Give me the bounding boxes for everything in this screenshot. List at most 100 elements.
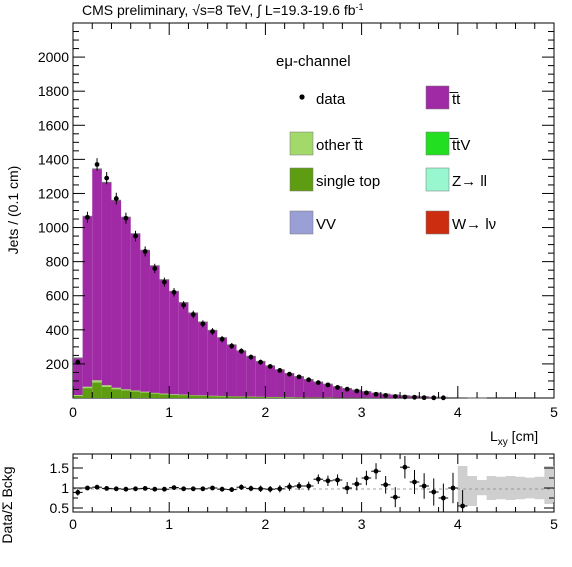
data-point-15 [220,337,225,342]
bar-0-4 [111,389,121,398]
bar-0-3 [102,387,112,398]
figure-title: CMS preliminary, √s=8 TeV, ∫ L=19.3-19.6… [82,2,364,18]
legend-label-data: data [316,91,346,108]
bar-2-3 [102,182,112,385]
ratio-x-tick-label-1: 1 [165,516,173,532]
data-point-18 [249,355,254,360]
ratio-point-37 [431,490,436,495]
bar-0-18 [246,397,256,398]
bar-1-0 [73,395,83,396]
main-y-axis-label: Jets / (0.1 cm) [5,166,21,255]
bar-1-3 [102,385,112,387]
y-tick-label-0: 200 [46,356,70,372]
legend-swatch-single_top [290,168,313,191]
ratio-point-0 [75,490,80,495]
bar-0-15 [217,396,227,398]
ratio-point-19 [258,486,263,491]
data-point-2 [95,162,100,167]
bar-0-2 [92,382,102,398]
ratio-point-10 [172,485,177,490]
bar-2-20 [265,366,275,397]
bar-0-22 [285,397,295,398]
bar-0-10 [169,395,179,398]
bar-2-6 [131,234,141,391]
data-point-38 [441,395,446,400]
ratio-x-tick-label-5: 5 [550,516,558,532]
data-point-1 [85,215,90,220]
data-point-26 [326,382,331,387]
legend-label-ttbar: t̅t [449,91,461,108]
ratio-y-tick-label-1: 1 [61,480,69,496]
bar-0-0 [73,396,83,398]
bar-2-12 [188,313,198,395]
bar-0-14 [208,396,218,398]
legend-label-single_top: single top [316,173,380,190]
bar-2-21 [275,370,285,397]
data-point-16 [229,344,234,349]
bar-0-9 [160,394,170,398]
bar-2-15 [217,338,227,396]
data-point-9 [162,280,167,285]
data-point-31 [374,392,379,397]
bar-2-23 [294,377,304,398]
ratio-point-24 [306,484,311,489]
ratio-point-40 [460,504,465,509]
bar-1-7 [140,392,150,393]
ratio-point-39 [451,486,456,491]
x-tick-label-2: 2 [262,404,270,420]
ratio-x-tick-label-3: 3 [358,516,366,532]
bar-1-1 [83,387,93,388]
data-point-36 [422,395,427,400]
bar-2-7 [140,250,150,391]
legend-swatch-wlv [426,211,449,234]
legend-swatch-other_tt [290,132,313,155]
ratio-point-4 [114,486,119,491]
data-point-5 [124,216,129,221]
ratio-point-36 [422,484,427,489]
bar-1-9 [160,394,170,395]
ratio-uncertainty-band [458,466,554,506]
ratio-point-21 [277,486,282,491]
ratio-point-8 [152,487,157,492]
bar-0-21 [275,397,285,398]
ratio-point-13 [200,486,205,491]
bar-2-9 [160,280,170,394]
y-tick-label-6: 1400 [38,151,69,167]
main-histogram-bars [73,169,487,398]
bar-2-18 [246,356,256,396]
bar-0-13 [198,396,208,398]
y-tick-label-8: 1800 [38,83,69,99]
data-point-27 [335,385,340,390]
bar-1-11 [179,395,189,396]
ratio-point-29 [354,482,359,487]
ratio-point-33 [393,495,398,500]
ratio-y-tick-label-0: 0.5 [50,500,70,516]
data-point-32 [383,393,388,398]
bar-1-4 [111,388,121,389]
bar-1-6 [131,391,141,392]
x-tick-label-1: 1 [165,404,173,420]
bar-0-1 [83,388,93,398]
ratio-point-16 [229,487,234,492]
bar-0-24 [304,397,314,398]
bar-0-19 [256,397,266,398]
legend-label-ttv: t̅tV [449,137,470,154]
x-tick-label-5: 5 [550,404,558,420]
bar-2-19 [256,361,266,396]
bar-2-14 [208,330,218,395]
ratio-point-31 [374,469,379,474]
data-point-12 [191,312,196,317]
bar-2-8 [150,266,160,393]
data-point-21 [277,368,282,373]
legend-label-vv: VV [316,216,336,233]
ratio-point-20 [268,487,273,492]
bar-2-11 [179,303,189,395]
legend-label-zll: Z→ ll [452,173,487,190]
bar-2-16 [227,345,237,396]
legend-swatch-ttv [426,132,449,155]
ratio-point-32 [383,482,388,487]
ratio-point-2 [95,485,100,490]
